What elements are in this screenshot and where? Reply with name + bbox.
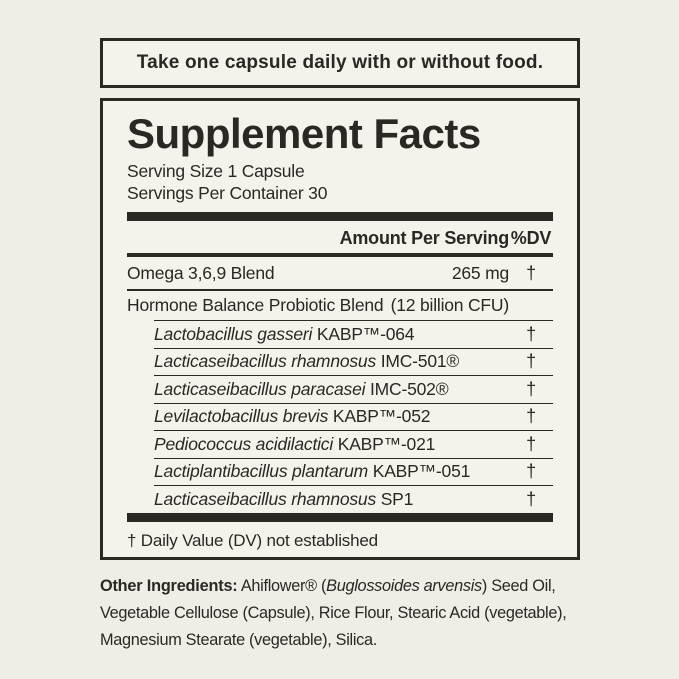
strain-code: KABP™-051 bbox=[372, 461, 471, 482]
servings-per-container: Servings Per Container 30 bbox=[127, 183, 328, 203]
strain-row: Lacticaseibacillus paracasei IMC-502® † bbox=[154, 375, 553, 403]
row-amount: 265 mg bbox=[451, 262, 509, 283]
divider-bar-bottom bbox=[127, 512, 553, 522]
strain-row: Pediococcus acidilactici KABP™-021 † bbox=[154, 430, 553, 458]
serving-size: Serving Size 1 Capsule bbox=[127, 161, 305, 181]
dv-footnote: † Daily Value (DV) not established bbox=[127, 530, 378, 550]
supplement-facts-panel: Supplement Facts Serving Size 1 Capsule … bbox=[100, 98, 580, 560]
strain-code: SP1 bbox=[380, 488, 414, 509]
strain-species: Lacticaseibacillus rhamnosus bbox=[154, 488, 377, 509]
strain-species: Levilactobacillus brevis bbox=[154, 406, 329, 427]
strain-code: KABP™-021 bbox=[337, 433, 436, 454]
ingredient-row-omega-blend: Omega 3,6,9 Blend 265 mg † bbox=[127, 257, 553, 289]
strain-name: Levilactobacillus brevis KABP™-052 bbox=[154, 406, 509, 427]
strain-species: Lactiplantibacillus plantarum bbox=[154, 461, 369, 482]
row-dv: † bbox=[526, 461, 536, 482]
table-header: Amount Per Serving %DV bbox=[127, 221, 553, 257]
strain-species: Lacticaseibacillus rhamnosus bbox=[154, 351, 377, 372]
label-page: Take one capsule daily with or without f… bbox=[100, 38, 625, 654]
row-dv: † bbox=[526, 351, 536, 372]
row-amount: (12 billion CFU) bbox=[390, 295, 510, 315]
row-dv: † bbox=[526, 433, 536, 454]
strain-name: Pediococcus acidilactici KABP™-021 bbox=[154, 434, 509, 455]
row-dv: † bbox=[526, 323, 536, 344]
row-name: Hormone Balance Probiotic Blend bbox=[127, 295, 384, 315]
directions-box: Take one capsule daily with or without f… bbox=[100, 38, 580, 88]
strain-row: Levilactobacillus brevis KABP™-052 † bbox=[154, 402, 553, 431]
strain-name: Lacticaseibacillus paracasei IMC-502® bbox=[154, 379, 509, 400]
strain-code: IMC-501® bbox=[380, 351, 460, 372]
amount-per-serving-header: Amount Per Serving bbox=[339, 228, 510, 248]
other-ingredients-text: Ahiflower® (Buglossoides arvensis) Seed … bbox=[100, 577, 567, 649]
divider-bar-top bbox=[127, 212, 553, 221]
other-ingredients-label: Other Ingredients: bbox=[100, 577, 238, 595]
strain-code: KABP™-064 bbox=[316, 323, 415, 344]
row-dv: † bbox=[526, 262, 536, 283]
dv-header: %DV bbox=[510, 228, 552, 248]
row-dv: † bbox=[526, 406, 536, 427]
row-dv: † bbox=[526, 378, 536, 399]
ingredient-row-probiotic-blend: Hormone Balance Probiotic Blend (12 bill… bbox=[127, 289, 553, 320]
facts-title: Supplement Facts bbox=[127, 110, 481, 157]
strain-species: Lacticaseibacillus paracasei bbox=[154, 378, 366, 399]
strain-code: IMC-502® bbox=[370, 378, 449, 399]
strain-species: Lactobacillus gasseri bbox=[154, 323, 313, 344]
strain-row: Lacticaseibacillus rhamnosus SP1 † bbox=[154, 485, 553, 513]
strain-species: Pediococcus acidilactici bbox=[154, 433, 334, 454]
row-name: Omega 3,6,9 Blend bbox=[127, 262, 275, 283]
strain-name: Lacticaseibacillus rhamnosus SP1 bbox=[154, 489, 509, 510]
strain-code: KABP™-052 bbox=[332, 406, 431, 427]
directions-text: Take one capsule daily with or without f… bbox=[136, 52, 544, 73]
strain-row: Lactobacillus gasseri KABP™-064 † bbox=[154, 320, 553, 348]
strain-name: Lactobacillus gasseri KABP™-064 bbox=[154, 324, 509, 345]
strain-row: Lactiplantibacillus plantarum KABP™-051 … bbox=[154, 457, 553, 486]
row-dv: † bbox=[526, 488, 536, 509]
other-ingredients: Other Ingredients: Ahiflower® (Buglossoi… bbox=[100, 573, 625, 654]
strain-name: Lacticaseibacillus rhamnosus IMC-501® bbox=[154, 351, 509, 372]
strain-name: Lactiplantibacillus plantarum KABP™-051 bbox=[154, 461, 509, 482]
strain-row: Lacticaseibacillus rhamnosus IMC-501® † bbox=[154, 347, 553, 376]
